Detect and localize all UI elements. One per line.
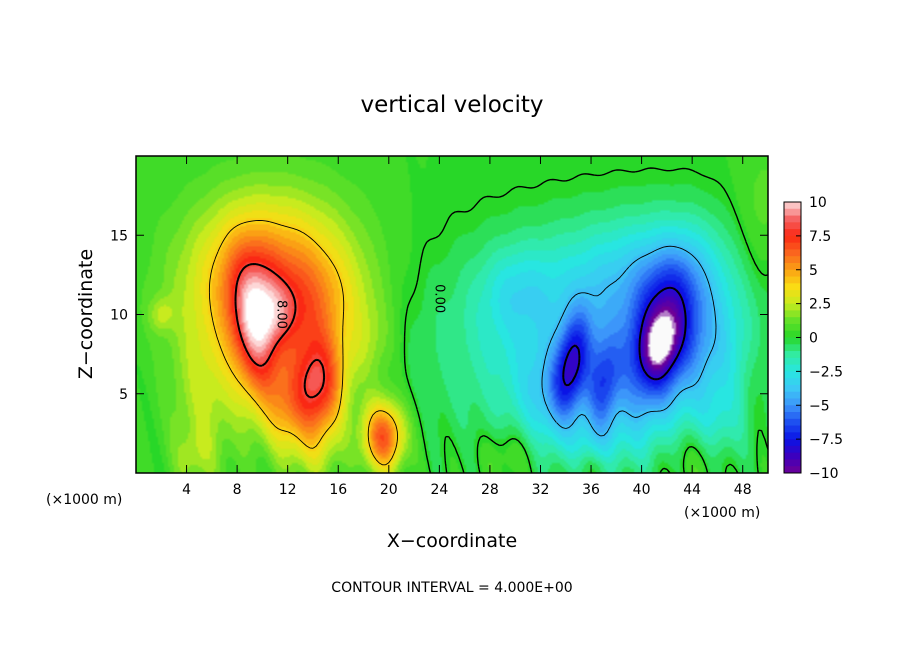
colorbar-band — [784, 323, 801, 332]
contour-level-neg4 — [541, 245, 717, 437]
colorbar-band — [784, 364, 801, 372]
colorbar-band — [784, 317, 801, 325]
colorbar-band — [784, 351, 801, 359]
y-tick-label: 5 — [119, 387, 128, 403]
colorbar-labels: 10 7.5 5 2.5 0 −2.5 −5 −7.5 −10 — [796, 195, 843, 482]
colorbar-band — [784, 452, 801, 460]
colorbar-tick-label: 2.5 — [809, 297, 831, 313]
colorbar-band — [784, 432, 801, 440]
x-axis-label: X−coordinate — [387, 530, 517, 552]
colorbar-band — [784, 249, 801, 257]
colorbar-tick-label: 0 — [809, 331, 818, 347]
chart-title: vertical velocity — [361, 92, 544, 118]
colorbar-band — [784, 357, 801, 366]
colorbar-tick-label: −10 — [809, 466, 839, 482]
colorbar-band — [784, 262, 801, 271]
colorbar-band — [784, 459, 801, 467]
colorbar-band — [784, 405, 801, 413]
contour-level-pos4 — [208, 219, 398, 466]
colorbar-band — [784, 269, 801, 278]
x-tick-label: 4 — [182, 482, 191, 498]
x-unit-left: (×1000 m) — [46, 492, 122, 508]
y-tick-label: 10 — [110, 308, 128, 324]
colorbar-band — [784, 439, 801, 447]
colorbar-band — [784, 296, 801, 305]
colorbar-band — [784, 222, 801, 230]
colorbar-band — [784, 337, 801, 345]
heatmap-field — [136, 156, 768, 473]
colorbar-band — [784, 384, 801, 393]
x-tick-label: 8 — [233, 482, 242, 498]
colorbar-tick-label: 10 — [809, 195, 827, 211]
x-axis-ticks: 4 8 12 16 20 24 28 32 36 40 44 48 — [182, 156, 752, 498]
colorbar-band — [784, 208, 801, 217]
contour-lines — [208, 167, 769, 474]
colorbar-bands — [784, 202, 801, 474]
colorbar-band — [784, 283, 801, 291]
colorbar-band — [784, 310, 801, 318]
x-tick-label: 20 — [380, 482, 398, 498]
colorbar-band — [784, 398, 801, 406]
colorbar-band — [784, 391, 801, 399]
contour-level-neg8 — [562, 286, 687, 387]
colorbar-band — [784, 412, 801, 420]
colorbar-band — [784, 466, 801, 474]
x-tick-label: 48 — [734, 482, 752, 498]
colorbar-band — [784, 242, 801, 250]
x-unit-right: (×1000 m) — [684, 505, 760, 521]
contour-label-0: 0.00 — [432, 284, 447, 313]
colorbar-band — [784, 418, 801, 427]
y-tick-label: 15 — [110, 228, 128, 244]
colorbar-band — [784, 378, 801, 386]
x-tick-label: 24 — [430, 482, 448, 498]
x-tick-label: 12 — [279, 482, 297, 498]
y-axis-label: Z−coordinate — [75, 249, 97, 379]
contour-level-pos0 — [403, 167, 769, 474]
y-axis-ticks: 5 10 15 — [110, 228, 768, 403]
colorbar-band — [784, 235, 801, 244]
x-tick-label: 32 — [532, 482, 550, 498]
contour-level-pos8 — [234, 263, 326, 399]
colorbar-tick-label: −7.5 — [809, 432, 843, 448]
x-tick-label: 40 — [633, 482, 651, 498]
colorbar-tick-label: 7.5 — [809, 229, 831, 245]
colorbar-band — [784, 215, 801, 223]
x-tick-label: 44 — [683, 482, 701, 498]
colorbar: 10 7.5 5 2.5 0 −2.5 −5 −7.5 −10 — [783, 195, 843, 482]
colorbar-band — [784, 445, 801, 454]
contour-label-1: 8.00 — [274, 300, 289, 329]
colorbar-band — [784, 425, 801, 433]
colorbar-band — [784, 229, 801, 237]
colorbar-tick-label: −2.5 — [809, 364, 843, 380]
colorbar-band — [784, 276, 801, 284]
x-tick-label: 36 — [582, 482, 600, 498]
colorbar-band — [784, 303, 801, 311]
colorbar-tick-label: −5 — [809, 398, 830, 414]
colorbar-band — [784, 344, 801, 352]
x-tick-label: 16 — [329, 482, 347, 498]
colorbar-band — [784, 371, 801, 379]
contour-labels: 0.00 8.00 — [274, 284, 447, 329]
colorbar-band — [784, 202, 801, 210]
contour-interval-note: CONTOUR INTERVAL = 4.000E+00 — [331, 580, 572, 596]
x-tick-label: 28 — [481, 482, 499, 498]
colorbar-band — [784, 290, 801, 298]
colorbar-band — [784, 256, 801, 264]
colorbar-band — [784, 330, 801, 338]
colorbar-tick-label: 5 — [809, 263, 818, 279]
